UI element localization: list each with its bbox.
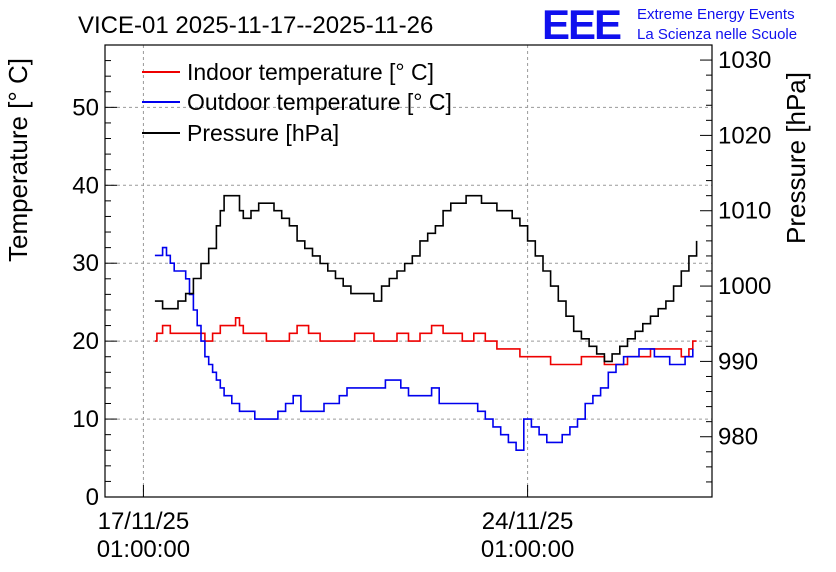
y-left-tick-label: 30 <box>72 250 99 277</box>
x-tick-date: 24/11/25 <box>482 508 574 535</box>
chart-title: VICE-01 2025-11-17--2025-11-26 <box>78 12 433 39</box>
grid <box>105 45 712 497</box>
y-left-tick-label: 10 <box>72 406 99 433</box>
legend: Indoor temperature [° C] Outdoor tempera… <box>142 59 452 146</box>
brand-logo: EEE <box>542 1 621 48</box>
x-tick-time: 01:00:00 <box>481 536 574 563</box>
x-tick-date: 17/11/25 <box>98 508 190 535</box>
brand-line-2: La Scienza nelle Scuole <box>637 26 797 43</box>
y-axis-left-label: Temperature [° C] <box>3 58 33 262</box>
series-line-2 <box>154 194 698 363</box>
y-right-tick-label: 1030 <box>718 47 771 74</box>
y-right-tick-label: 1000 <box>718 273 771 300</box>
legend-label-pressure: Pressure [hPa] <box>187 120 339 146</box>
plot-series <box>154 194 698 451</box>
y-left-tick-label: 40 <box>72 172 99 199</box>
brand-line-1: Extreme Energy Events <box>637 6 795 23</box>
axes: 01020304050980990100010101020103017/11/2… <box>72 44 771 563</box>
y-right-tick-label: 990 <box>718 348 758 375</box>
y-left-tick-label: 20 <box>72 328 99 355</box>
y-right-tick-label: 1010 <box>718 198 771 225</box>
y-left-tick-label: 50 <box>72 94 99 121</box>
series-line-0 <box>154 317 697 366</box>
brand: EEE Extreme Energy Events La Scienza nel… <box>542 1 797 48</box>
y-right-tick-label: 1020 <box>718 122 771 149</box>
x-tick-time: 01:00:00 <box>97 536 190 563</box>
y-left-tick-label: 0 <box>86 484 99 511</box>
y-axis-right-label: Pressure [hPa] <box>781 72 811 244</box>
y-right-tick-label: 980 <box>718 424 758 451</box>
legend-label-outdoor: Outdoor temperature [° C] <box>187 89 452 115</box>
series-line-1 <box>154 246 694 451</box>
legend-label-indoor: Indoor temperature [° C] <box>187 59 434 85</box>
